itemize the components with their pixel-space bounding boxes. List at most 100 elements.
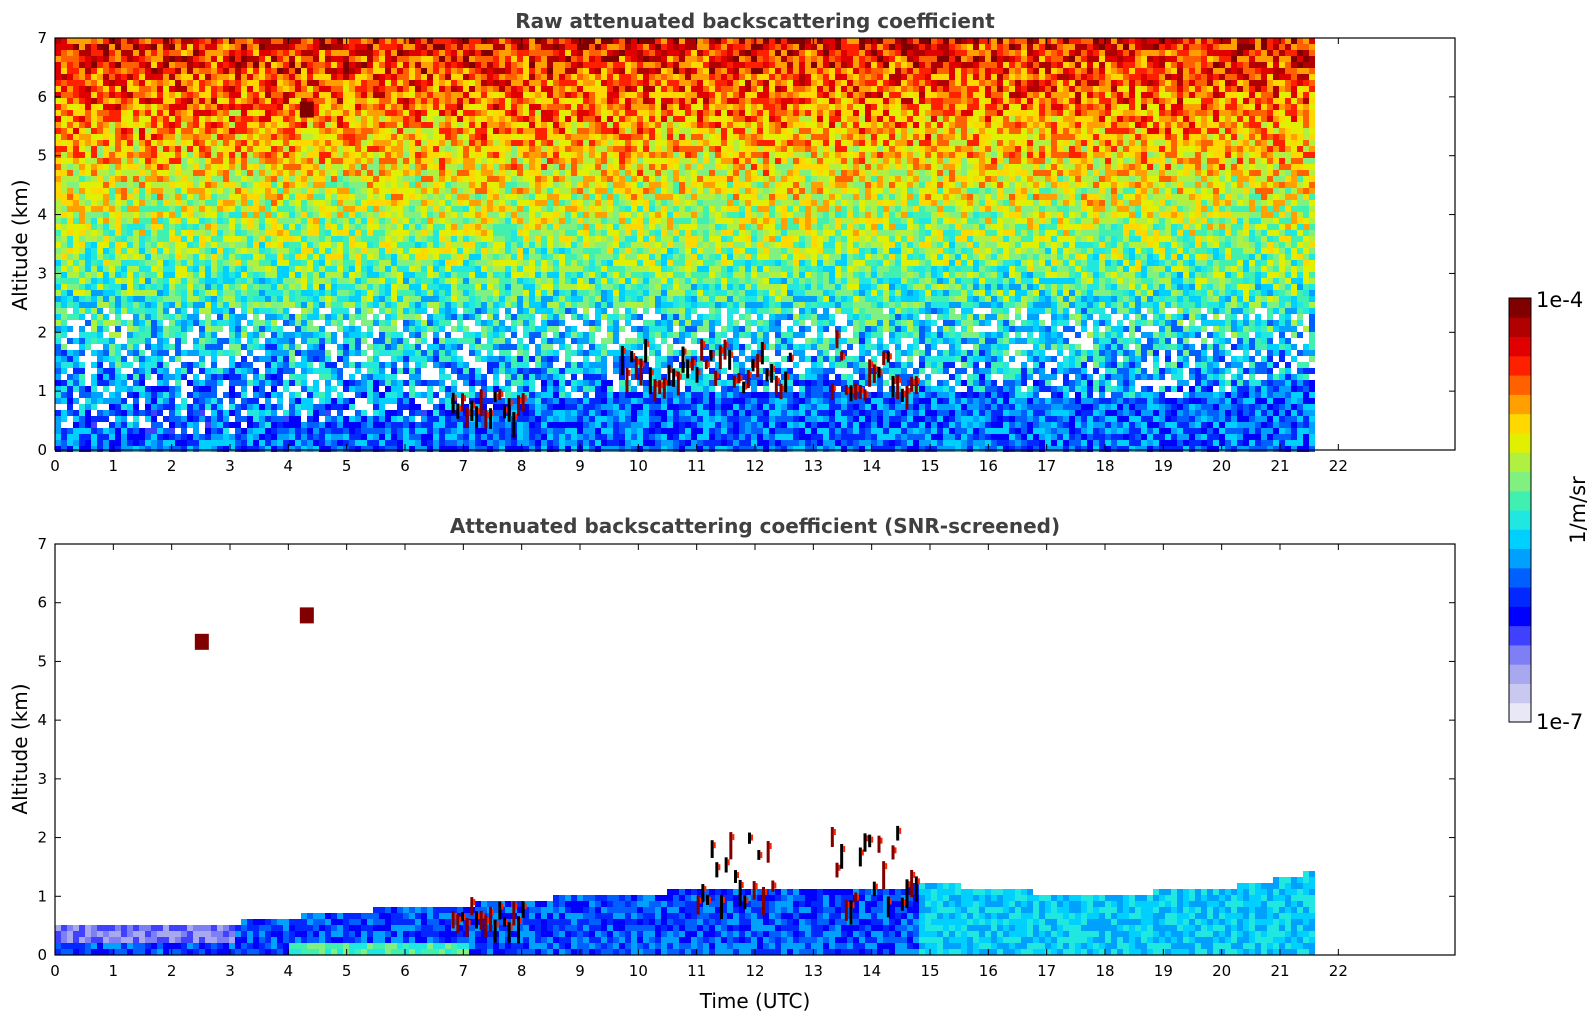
heatmap-cell [319, 278, 325, 284]
heatmap-cell [421, 170, 427, 176]
heatmap-cell [73, 80, 79, 86]
heatmap-cell [325, 44, 331, 50]
heatmap-cell [421, 332, 427, 338]
heatmap-cell [373, 416, 379, 422]
heatmap-cell [157, 200, 163, 206]
heatmap-cell [271, 332, 277, 338]
heatmap-cell [133, 104, 139, 110]
heatmap-cell [157, 134, 163, 140]
heatmap-cell [307, 260, 313, 266]
heatmap-cell [319, 140, 325, 146]
heatmap-cell [331, 212, 337, 218]
heatmap-cell [97, 38, 103, 44]
heatmap-cell [127, 44, 133, 50]
heatmap-cell [451, 206, 457, 212]
heatmap-cell [61, 368, 67, 374]
heatmap-cell [469, 110, 475, 116]
heatmap-cell [223, 140, 229, 146]
heatmap-cell [199, 188, 205, 194]
heatmap-cell [319, 74, 325, 80]
heatmap-cell [463, 50, 469, 56]
heatmap-cell [211, 416, 217, 422]
heatmap-cell [229, 368, 235, 374]
heatmap-cell [289, 140, 295, 146]
heatmap-cell [427, 320, 433, 326]
heatmap-cell [133, 398, 139, 404]
heatmap-cell [451, 350, 457, 356]
heatmap-cell [373, 410, 379, 416]
heatmap-cell [241, 290, 247, 296]
heatmap-cell [61, 278, 67, 284]
heatmap-cell [505, 68, 511, 74]
heatmap-cell [379, 404, 385, 410]
heatmap-cell [451, 158, 457, 164]
heatmap-cell [445, 410, 451, 416]
heatmap-cell [289, 134, 295, 140]
heatmap-cell [427, 206, 433, 212]
heatmap-cell [463, 314, 469, 320]
heatmap-cell [331, 266, 337, 272]
heatmap-cell [145, 416, 151, 422]
heatmap-cell [271, 80, 277, 86]
heatmap-cell [91, 440, 97, 446]
heatmap-cell [241, 68, 247, 74]
heatmap-cell [115, 386, 121, 392]
heatmap-cell [487, 128, 493, 134]
heatmap-cell [67, 242, 73, 248]
heatmap-cell [109, 122, 115, 128]
heatmap-cell [355, 128, 361, 134]
heatmap-cell [223, 272, 229, 278]
heatmap-cell [313, 116, 319, 122]
heatmap-cell [415, 374, 421, 380]
heatmap-cell [433, 242, 439, 248]
heatmap-cell [55, 122, 61, 128]
heatmap-cell [103, 50, 109, 56]
heatmap-cell [115, 368, 121, 374]
heatmap-cell [103, 284, 109, 290]
heatmap-cell [103, 314, 109, 320]
heatmap-cell [175, 422, 181, 428]
heatmap-cell [499, 296, 505, 302]
heatmap-cell [481, 56, 487, 62]
heatmap-cell [403, 290, 409, 296]
heatmap-cell [337, 284, 343, 290]
heatmap-cell [493, 152, 499, 158]
heatmap-cell [403, 236, 409, 242]
heatmap-cell [445, 206, 451, 212]
heatmap-cell [271, 434, 277, 440]
heatmap-cell [289, 116, 295, 122]
heatmap-cell [259, 200, 265, 206]
heatmap-cell [133, 344, 139, 350]
heatmap-cell [193, 362, 199, 368]
heatmap-cell [175, 410, 181, 416]
heatmap-cell [109, 398, 115, 404]
heatmap-cell [133, 194, 139, 200]
heatmap-cell [409, 416, 415, 422]
heatmap-cell [169, 326, 175, 332]
heatmap-cell [373, 302, 379, 308]
heatmap-cell [367, 152, 373, 158]
heatmap-cell [259, 410, 265, 416]
heatmap-cell [319, 446, 325, 452]
heatmap-cell [445, 158, 451, 164]
heatmap-cell [481, 212, 487, 218]
heatmap-cell [511, 248, 517, 254]
heatmap-cell [211, 50, 217, 56]
heatmap-cell [265, 380, 271, 386]
heatmap-cell [139, 362, 145, 368]
heatmap-cell [115, 416, 121, 422]
heatmap-cell [121, 302, 127, 308]
heatmap-cell [463, 68, 469, 74]
heatmap-cell [493, 440, 499, 446]
heatmap-cell [373, 128, 379, 134]
heatmap-cell [511, 278, 517, 284]
heatmap-cell [409, 200, 415, 206]
heatmap-cell [55, 68, 61, 74]
heatmap-cell [379, 248, 385, 254]
heatmap-cell [313, 344, 319, 350]
heatmap-cell [97, 332, 103, 338]
heatmap-cell [211, 296, 217, 302]
heatmap-cell [121, 50, 127, 56]
heatmap-cell [241, 152, 247, 158]
heatmap-cell [229, 410, 235, 416]
